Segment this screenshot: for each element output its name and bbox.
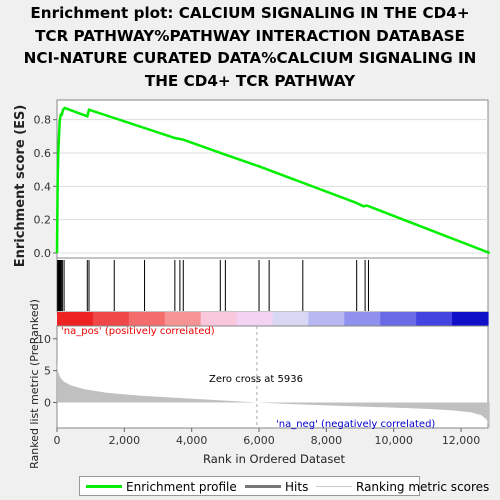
legend-swatch-metric [316, 486, 352, 487]
es-y-axis: 0.0 0.2 0.4 0.6 0.8 [34, 114, 57, 260]
heatmap-segment [380, 312, 417, 326]
enrichment-chart: 0.0 0.2 0.4 0.6 0.8 10 5 0 0 2,000 4,000 6,000 8,0… [13, 99, 491, 469]
es-tick-label: 0.4 [34, 180, 52, 193]
es-panel [56, 99, 489, 259]
heatmap-segment [128, 312, 166, 326]
x-tick-label: 4,000 [176, 434, 208, 447]
es-y-label: Enrichment score (ES) [13, 105, 28, 268]
heatmap-segment [452, 312, 489, 326]
title-line-4: THE CD4+ TCR PATHWAY [144, 71, 356, 90]
na-neg-label: 'na_neg' (negatively correlated) [276, 419, 435, 430]
chart-title: Enrichment plot: CALCIUM SIGNALING IN TH… [0, 2, 500, 92]
x-tick-label: 10,000 [374, 434, 413, 447]
x-tick-label: 6,000 [243, 434, 275, 447]
heatmap-segment [344, 312, 381, 326]
metric-tick-label: 5 [44, 365, 51, 378]
heatmap-segment [308, 312, 345, 326]
es-tick-label: 0.0 [34, 247, 52, 260]
legend-metric: Ranking metric scores [356, 480, 490, 494]
heatmap-segment [164, 312, 202, 326]
legend-swatch-profile [86, 485, 122, 488]
es-gridlines [57, 119, 488, 254]
es-tick-label: 0.6 [34, 147, 52, 160]
rank-heatmap [57, 312, 489, 326]
metric-y-axis: 10 5 0 [37, 333, 57, 410]
heatmap-segment [200, 312, 238, 326]
metric-y-label: Ranked list metric (PreRanked) [28, 299, 41, 469]
heatmap-segment [416, 312, 453, 326]
legend-hits: Hits [285, 480, 309, 494]
enrichment-profile-line [55, 106, 491, 255]
heatmap-segment [92, 312, 130, 326]
hits-group [57, 260, 369, 311]
hits-panel [56, 257, 489, 313]
heatmap-segment [272, 312, 310, 326]
title-line-1: Enrichment plot: CALCIUM SIGNALING IN TH… [30, 4, 470, 22]
x-tick-label: 0 [54, 434, 61, 447]
x-tick-label: 8,000 [311, 434, 343, 447]
x-axis-label: Rank in Ordered Dataset [203, 452, 346, 466]
title-line-2: TCR PATHWAY%PATHWAY INTERACTION DATABASE [35, 26, 465, 45]
metric-tick-label: 10 [37, 333, 51, 346]
heatmap-segment [236, 312, 274, 326]
na-pos-label: 'na_pos' (positively correlated) [61, 326, 215, 337]
zero-cross-label: Zero cross at 5936 [209, 374, 303, 385]
legend: Enrichment profile Hits Ranking metric s… [79, 476, 489, 496]
x-tick-label: 2,000 [109, 434, 141, 447]
es-tick-label: 0.8 [34, 114, 52, 127]
metric-panel [56, 325, 489, 429]
x-axis: 0 2,000 4,000 6,000 8,000 10,000 12,000 [54, 428, 481, 447]
heatmap-segment [57, 312, 94, 326]
x-tick-label: 12,000 [442, 434, 481, 447]
legend-profile: Enrichment profile [126, 480, 237, 494]
title-line-3: NCI-NATURE CURATED DATA%CALCIUM SIGNALIN… [23, 49, 477, 67]
legend-swatch-hits [245, 485, 281, 488]
es-tick-label: 0.2 [34, 214, 52, 227]
metric-tick-label: 0 [44, 397, 51, 410]
